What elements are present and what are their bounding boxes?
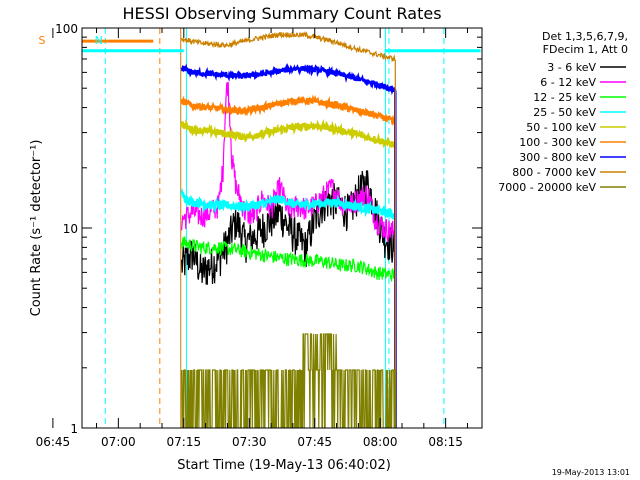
series-300-800-kev [180, 62, 397, 428]
series-50-100-kev-trace [180, 118, 397, 428]
y-tick-label: 10 [63, 222, 78, 236]
y-tick-label: 100 [55, 22, 78, 36]
x-tick-label: 07:15 [167, 435, 202, 449]
series-12-25-kev-trace [181, 236, 397, 428]
series-100-300-kev [82, 39, 397, 428]
series-7000-20000-kev-trace [181, 333, 397, 428]
legend-item-label: 300 - 800 keV [519, 151, 596, 164]
series-100-300-kev-trace [180, 94, 397, 428]
annotation-label: S [38, 34, 45, 47]
legend-item: 3 - 6 keV [547, 61, 626, 74]
legend-item: 25 - 50 keV [533, 106, 626, 119]
x-tick-label: 08:00 [363, 435, 398, 449]
x-tick-label: 07:30 [232, 435, 267, 449]
legend-item-label: 100 - 300 keV [519, 136, 596, 149]
legend-item: 50 - 100 keV [526, 121, 626, 134]
x-tick-label: 06:45 [36, 435, 71, 449]
legend-item: 800 - 7000 keV [512, 166, 626, 179]
legend-item: 7000 - 20000 keV [498, 181, 626, 194]
legend-item: 300 - 800 keV [519, 151, 626, 164]
series-50-100-kev [180, 118, 397, 428]
generation-timestamp: 19-May-2013 13:01 [552, 468, 630, 477]
x-axis-label: Start Time (19-May-13 06:40:02) [177, 458, 391, 473]
legend: Det 1,3,5,6,7,9, FDecim 1, Att 0 3 - 6 k… [498, 30, 628, 194]
legend-item-label: 50 - 100 keV [526, 121, 596, 134]
annotation-label: N [95, 34, 103, 47]
series-12-25-kev [181, 236, 397, 428]
series-25-50-kev-trace [180, 187, 397, 428]
x-tick-label: 08:15 [428, 435, 463, 449]
legend-item-label: 7000 - 20000 keV [498, 181, 596, 194]
series-layer [82, 30, 481, 428]
legend-items: 3 - 6 keV 6 - 12 keV 12 - 25 keV 25 - 50 ke… [498, 61, 626, 194]
legend-item: 12 - 25 keV [533, 91, 626, 104]
x-tick-label: 07:00 [101, 435, 136, 449]
legend-item: 6 - 12 keV [540, 76, 626, 89]
legend-header-line-1: Det 1,3,5,6,7,9, [542, 30, 628, 43]
axis-ticks: 06:45 07:00 07:15 07:30 07:45 08:00 08:15 1 10 10… [36, 22, 482, 449]
series-800-7000-kev-trace [181, 30, 397, 428]
chart-title: HESSI Observing Summary Count Rates [122, 4, 441, 23]
legend-item-label: 800 - 7000 keV [512, 166, 596, 179]
series-300-800-kev-trace [180, 62, 397, 428]
series-800-7000-kev [181, 30, 397, 428]
legend-header-line-2: FDecim 1, Att 0 [543, 43, 628, 56]
y-axis-label: Count Rate (s⁻¹ detector⁻¹) [29, 140, 44, 317]
x-tick-label: 07:45 [297, 435, 332, 449]
legend-item-label: 6 - 12 keV [540, 76, 596, 89]
series-25-50-kev [82, 49, 481, 428]
series-6-12-kev [181, 81, 397, 428]
series-7000-20000-kev [181, 333, 397, 428]
legend-item-label: 25 - 50 keV [533, 106, 596, 119]
legend-item: 100 - 300 keV [519, 136, 626, 149]
series-6-12-kev-trace [181, 81, 397, 428]
y-tick-label: 1 [70, 422, 78, 436]
legend-item-label: 3 - 6 keV [547, 61, 596, 74]
legend-item-label: 12 - 25 keV [533, 91, 596, 104]
